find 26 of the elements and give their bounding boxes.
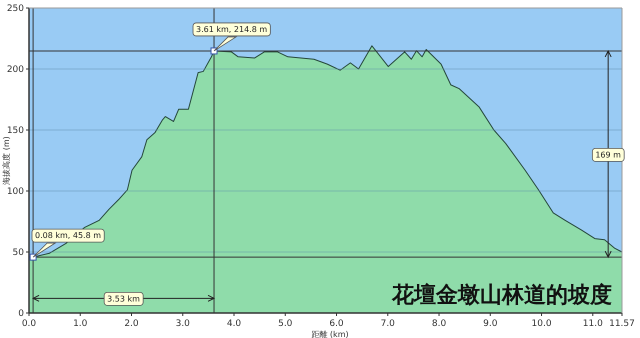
x-tick-label: 11.0: [582, 319, 604, 329]
x-tick-label: 1.0: [73, 319, 88, 329]
y-tick-label: 150: [6, 126, 24, 136]
x-tick-label: 0.0: [22, 319, 36, 329]
y-tick-label: 100: [6, 187, 24, 197]
annotation: 0.08 km, 45.8 m: [35, 231, 102, 240]
annotation: 3.61 km, 214.8 m: [196, 24, 268, 34]
x-tick-label: 5.0: [278, 319, 293, 329]
x-tick-label: 6.0: [329, 319, 344, 329]
x-tick-label: 9.0: [483, 319, 498, 329]
y-tick-label: 50: [12, 248, 24, 258]
x-tick-label: 3.0: [176, 319, 190, 329]
y-tick-label: 0: [18, 309, 24, 319]
x-tick-label: 2.0: [124, 319, 139, 329]
annotation: 3.53 km: [107, 294, 140, 304]
annotation: 169 m: [595, 150, 622, 160]
x-tick-label: 4.0: [226, 319, 242, 329]
x-tick-label: 8.0: [432, 319, 446, 329]
x-axis-title: 距離 (km): [311, 330, 349, 338]
y-axis-title: 海拔高度 (m): [2, 136, 11, 185]
x-tick-label: 10.0: [532, 319, 552, 329]
x-tick-label: 11.57: [609, 319, 635, 329]
text: 花壇金墩山林道的坡度: [391, 282, 612, 308]
y-tick-label: 200: [6, 65, 24, 75]
x-tick-label: 7.0: [380, 319, 396, 329]
y-tick-label: 250: [6, 4, 24, 14]
